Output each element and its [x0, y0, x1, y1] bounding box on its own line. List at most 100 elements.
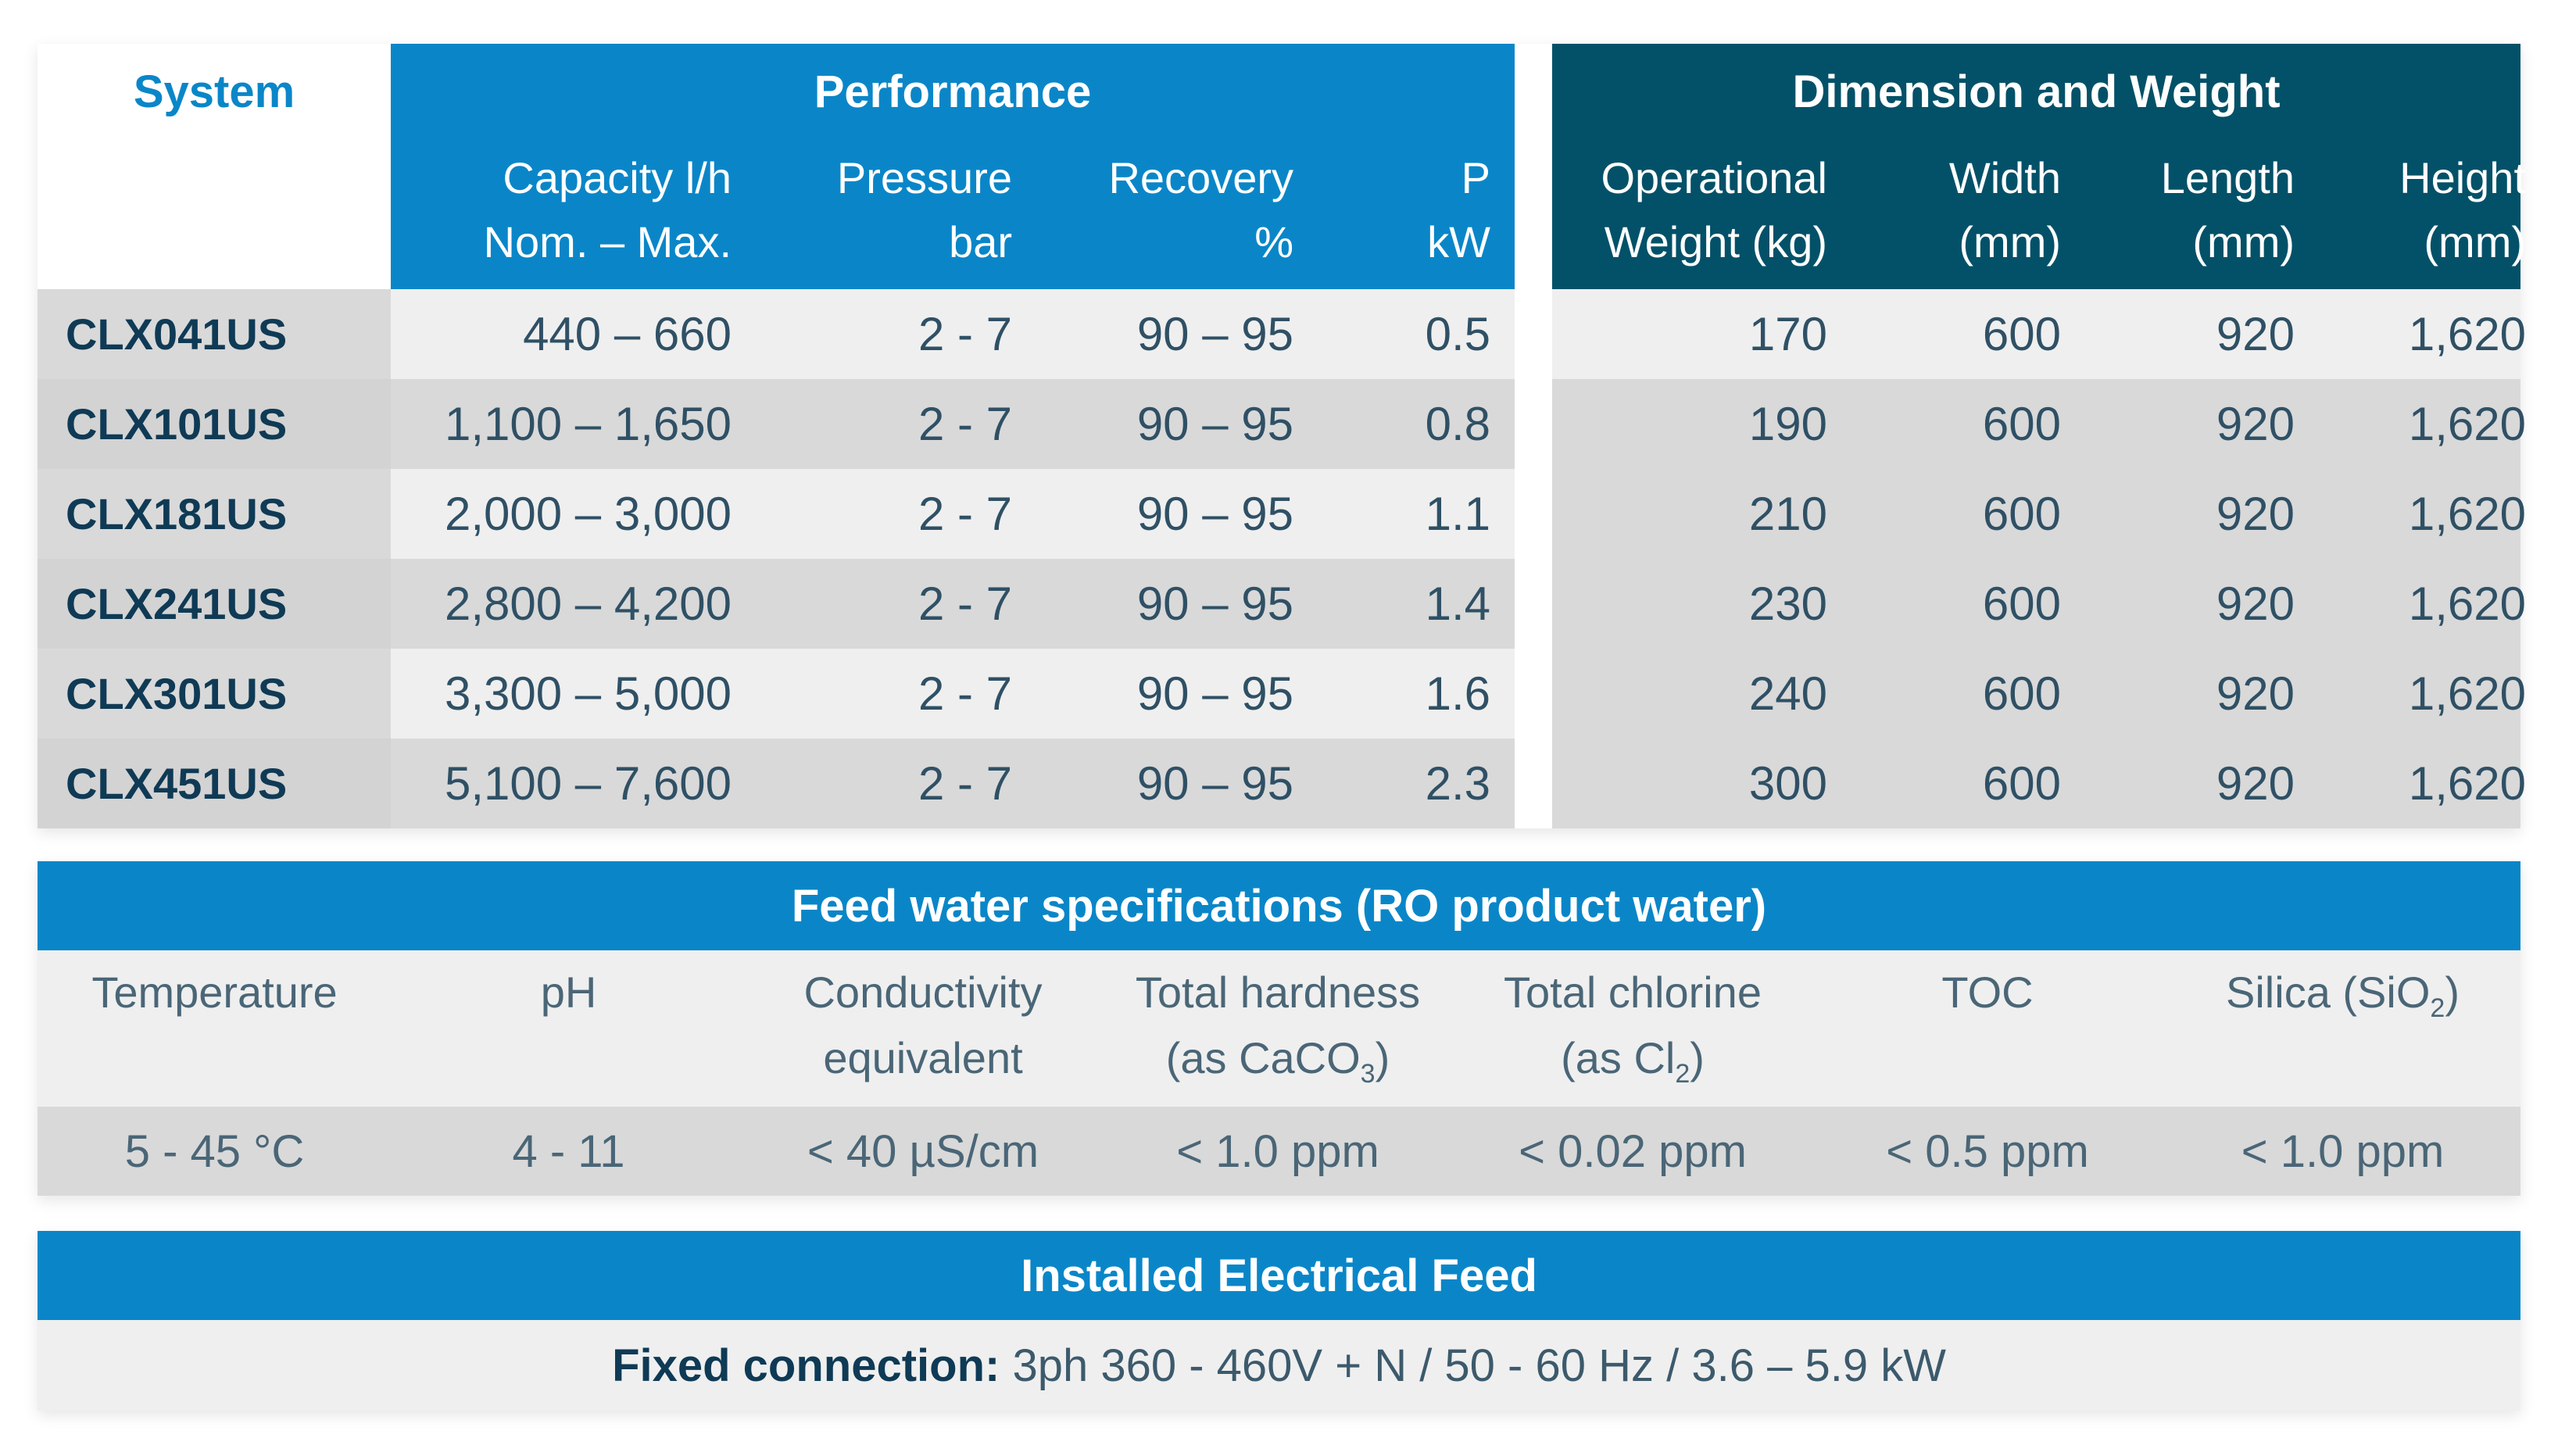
length-cell: 920 [2216, 398, 2295, 450]
performance-header-bg [391, 44, 1515, 289]
width-cell: 600 [1982, 757, 2061, 810]
capacity-cell: 3,300 – 5,000 [444, 667, 732, 720]
performance-heading: Performance [814, 66, 1092, 117]
dimension-header-bg [1552, 44, 2520, 289]
pressure-header: bar [949, 216, 1012, 267]
table-row [38, 739, 391, 828]
table-row [391, 559, 1515, 649]
spec-header-silica: Silica (SiO2) [2226, 968, 2460, 1024]
table-row [1552, 289, 2520, 379]
height-cell: 1,620 [2408, 488, 2526, 540]
power-cell: 0.8 [1425, 398, 1490, 450]
spec-header-temperature: Temperature [91, 968, 338, 1017]
fixed-connection-value: 3ph 360 - 460V + N / 50 - 60 Hz / 3.6 – … [1000, 1340, 1946, 1391]
electrical-feed-table: Installed Electrical Feed Fixed connecti… [38, 1231, 2520, 1411]
table-row [391, 379, 1515, 469]
table-row [1552, 469, 2520, 559]
system-model-name: CLX181US [66, 489, 288, 538]
spec-header-toc: TOC [1941, 968, 2034, 1017]
spec-header-conductivity: Conductivity equivalent [803, 968, 1043, 1082]
length-cell: 920 [2216, 757, 2295, 810]
pressure-cell: 2 - 7 [918, 578, 1012, 630]
table-row [391, 469, 1515, 559]
power-cell: 1.4 [1425, 578, 1490, 630]
height-cell: 1,620 [2408, 308, 2526, 360]
length-cell: 920 [2216, 308, 2295, 360]
height-cell: 1,620 [2408, 398, 2526, 450]
height-header: Height [2399, 152, 2526, 202]
spec-value-chlorine: < 0.02 ppm [1519, 1125, 1747, 1177]
dimension-header-bg [1515, 44, 1552, 828]
pressure-cell: 2 - 7 [918, 667, 1012, 720]
system-model-name: CLX101US [66, 399, 288, 449]
system-heading: System [133, 66, 295, 117]
pressure-cell: 2 - 7 [918, 308, 1012, 360]
power-cell: 2.3 [1425, 757, 1490, 810]
capacity-cell: 2,800 – 4,200 [444, 578, 732, 630]
weight-cell: 190 [1748, 398, 1827, 450]
recovery-cell: 90 – 95 [1136, 398, 1293, 450]
weight-header: Weight (kg) [1604, 216, 1827, 267]
weight-header: Operational [1601, 152, 1827, 202]
pressure-cell: 2 - 7 [918, 488, 1012, 540]
power-cell: 0.5 [1425, 308, 1490, 360]
electrical-feed-row: Fixed connection: 3ph 360 - 460V + N / 5… [38, 1320, 2520, 1411]
length-header: (mm) [2192, 216, 2295, 267]
spec-header-hardness: Total hardness (as CaCO3) [1135, 968, 1421, 1089]
spec-value-conductivity: < 40 µS/cm [807, 1125, 1039, 1177]
dimension-heading: Dimension and Weight [1792, 66, 2281, 117]
capacity-cell: 440 – 660 [523, 308, 732, 360]
table-row [38, 469, 391, 559]
table-row [391, 289, 1515, 379]
feed-water-title: Feed water specifications (RO product wa… [38, 861, 2520, 950]
recovery-cell: 90 – 95 [1136, 757, 1293, 810]
spec-value-hardness: < 1.0 ppm [1176, 1125, 1379, 1177]
recovery-cell: 90 – 95 [1136, 308, 1293, 360]
spec-value-toc: < 0.5 ppm [1886, 1125, 2089, 1177]
spec-values-row: 5 - 45 °C 4 - 11 < 40 µS/cm < 1.0 ppm < … [38, 1107, 2520, 1196]
spec-value-ph: 4 - 11 [512, 1125, 625, 1177]
length-cell: 920 [2216, 667, 2295, 720]
spec-value-temperature: 5 - 45 °C [124, 1125, 305, 1177]
height-cell: 1,620 [2408, 667, 2526, 720]
pressure-cell: 2 - 7 [918, 757, 1012, 810]
capacity-cell: 2,000 – 3,000 [444, 488, 732, 540]
capacity-cell: 5,100 – 7,600 [444, 757, 732, 810]
length-cell: 920 [2216, 578, 2295, 630]
height-cell: 1,620 [2408, 757, 2526, 810]
feed-water-table: Feed water specifications (RO product wa… [38, 861, 2520, 1196]
table-row [38, 379, 391, 469]
table-row [38, 649, 391, 739]
recovery-header: Recovery [1108, 152, 1293, 202]
weight-cell: 240 [1748, 667, 1827, 720]
system-model-name: CLX451US [66, 759, 288, 808]
spec-header-ph: pH [540, 968, 597, 1017]
main-spec-table: CLX041US 440 – 660 2 - 7 90 – 95 0.5 170 600 92… [38, 44, 2526, 828]
width-cell: 600 [1982, 578, 2061, 630]
width-header: Width [1948, 152, 2061, 202]
table-row [38, 289, 391, 379]
width-header: (mm) [1959, 216, 2061, 267]
table-row [1552, 649, 2520, 739]
fixed-connection-label: Fixed connection: [612, 1340, 1000, 1391]
length-header: Length [2160, 152, 2295, 202]
electrical-feed-title: Installed Electrical Feed [38, 1231, 2520, 1320]
power-header: kW [1427, 216, 1490, 267]
capacity-header: Nom. – Max. [483, 216, 732, 267]
weight-cell: 170 [1748, 308, 1827, 360]
power-cell: 1.1 [1425, 488, 1490, 540]
weight-cell: 300 [1748, 757, 1827, 810]
table-row [1552, 559, 2520, 649]
height-header: (mm) [2424, 216, 2526, 267]
pressure-cell: 2 - 7 [918, 398, 1012, 450]
system-model-name: CLX301US [66, 669, 288, 718]
table-row [391, 739, 1515, 828]
width-cell: 600 [1982, 398, 2061, 450]
weight-cell: 210 [1748, 488, 1827, 540]
spec-header-chlorine: Total chlorine (as Cl2) [1504, 968, 1762, 1089]
table-row [391, 649, 1515, 739]
recovery-cell: 90 – 95 [1136, 667, 1293, 720]
capacity-header: Capacity l/h [503, 152, 732, 202]
capacity-cell: 1,100 – 1,650 [444, 398, 732, 450]
recovery-header: % [1254, 216, 1293, 267]
